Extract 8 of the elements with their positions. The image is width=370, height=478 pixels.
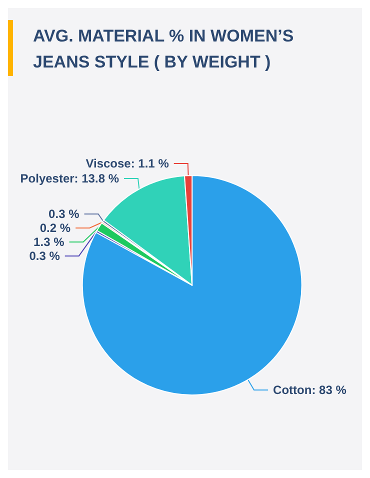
slice-label: Viscose: 1.1 % bbox=[86, 156, 170, 171]
data-label: 0.2 % bbox=[40, 220, 71, 235]
slice-label: Polyester: 13.8 % bbox=[20, 172, 120, 186]
data-label: 0.3 % bbox=[48, 206, 80, 221]
slice-label: Cotton: 83 % bbox=[273, 382, 347, 397]
data-label: 0.3 % bbox=[29, 248, 60, 263]
data-label: 1.3 % bbox=[34, 234, 65, 249]
chart-title: AVG. MATERIAL % IN WOMEN’S JEANS STYLE ( BY WEIGHT ) bbox=[33, 26, 298, 72]
